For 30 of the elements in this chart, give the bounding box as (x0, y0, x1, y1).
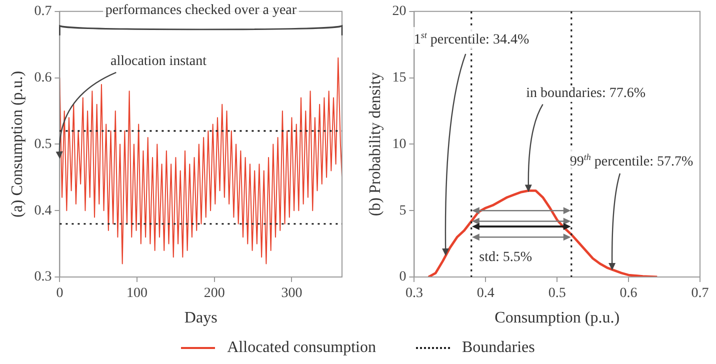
y-tick-label: 0.3 (34, 270, 52, 285)
x-tick-label: 100 (126, 286, 148, 302)
y-tick-label: 15 (392, 70, 406, 86)
legend-label: Allocated consumption (227, 339, 376, 357)
x-tick-label: 0.7 (691, 286, 709, 302)
y-tick-label: 0.4 (34, 203, 52, 218)
annotation: in boundaries: 77.6% (524, 86, 648, 102)
x-axis-title: Days (184, 310, 218, 327)
x-tick-label: 0 (56, 286, 64, 302)
x-tick-label: 200 (204, 286, 225, 302)
x-axis-title: Consumption (p.u.) (494, 310, 620, 327)
y-tick-label: 5 (399, 203, 406, 218)
y-tick-label: 10 (392, 136, 406, 152)
y-axis-title: (b) Probability density (366, 72, 384, 216)
annotation: std: 5.5% (477, 250, 534, 266)
y-tick-label: 0.6 (34, 70, 52, 86)
y-tick-label: 0.5 (34, 136, 52, 152)
x-tick-label: 0.4 (476, 286, 494, 302)
y-axis-title: (a) Consumption (p.u.) (8, 70, 26, 218)
x-tick-label: 0.6 (620, 286, 638, 302)
annotation: 99$^{th}$ percentile: 57.7% (568, 149, 696, 171)
annotation: allocation instant (108, 54, 209, 70)
annotation: performances checked over a year (103, 3, 299, 20)
annotation: 1$^{st}$ percentile: 34.4% (412, 26, 532, 49)
x-tick-label: 300 (281, 286, 302, 302)
y-tick-label: 0 (399, 270, 406, 285)
y-tick-label: 0.7 (34, 4, 52, 20)
x-tick-label: 0.5 (548, 286, 566, 302)
y-tick-label: 20 (392, 4, 406, 20)
legend-label: Boundaries (462, 339, 535, 357)
